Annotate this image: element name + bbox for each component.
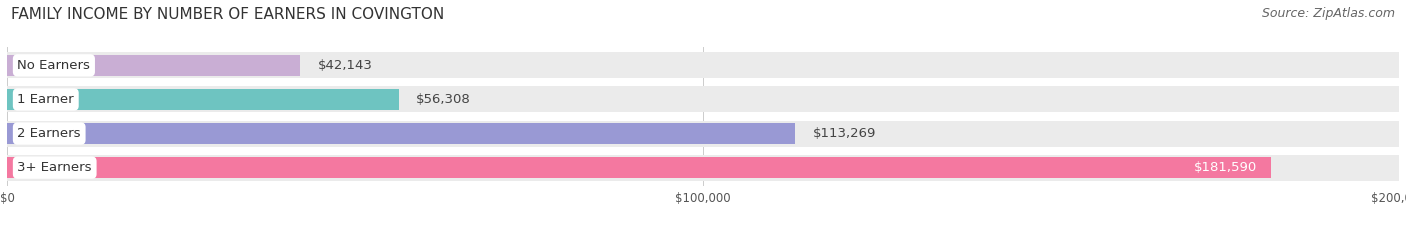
Bar: [7, 55, 301, 75]
Bar: [7, 121, 1399, 147]
Bar: [7, 52, 1399, 78]
Text: No Earners: No Earners: [17, 59, 90, 72]
Text: 3+ Earners: 3+ Earners: [17, 161, 91, 174]
Text: 2 Earners: 2 Earners: [17, 127, 82, 140]
Text: 1 Earner: 1 Earner: [17, 93, 75, 106]
Bar: [7, 123, 796, 144]
Text: $42,143: $42,143: [318, 59, 373, 72]
Bar: [7, 158, 1271, 178]
Bar: [7, 155, 1399, 181]
Text: $181,590: $181,590: [1194, 161, 1257, 174]
Text: $113,269: $113,269: [813, 127, 876, 140]
Bar: [7, 86, 1399, 112]
Bar: [7, 89, 399, 110]
Text: Source: ZipAtlas.com: Source: ZipAtlas.com: [1261, 7, 1395, 20]
Text: FAMILY INCOME BY NUMBER OF EARNERS IN COVINGTON: FAMILY INCOME BY NUMBER OF EARNERS IN CO…: [11, 7, 444, 22]
Text: $56,308: $56,308: [416, 93, 471, 106]
